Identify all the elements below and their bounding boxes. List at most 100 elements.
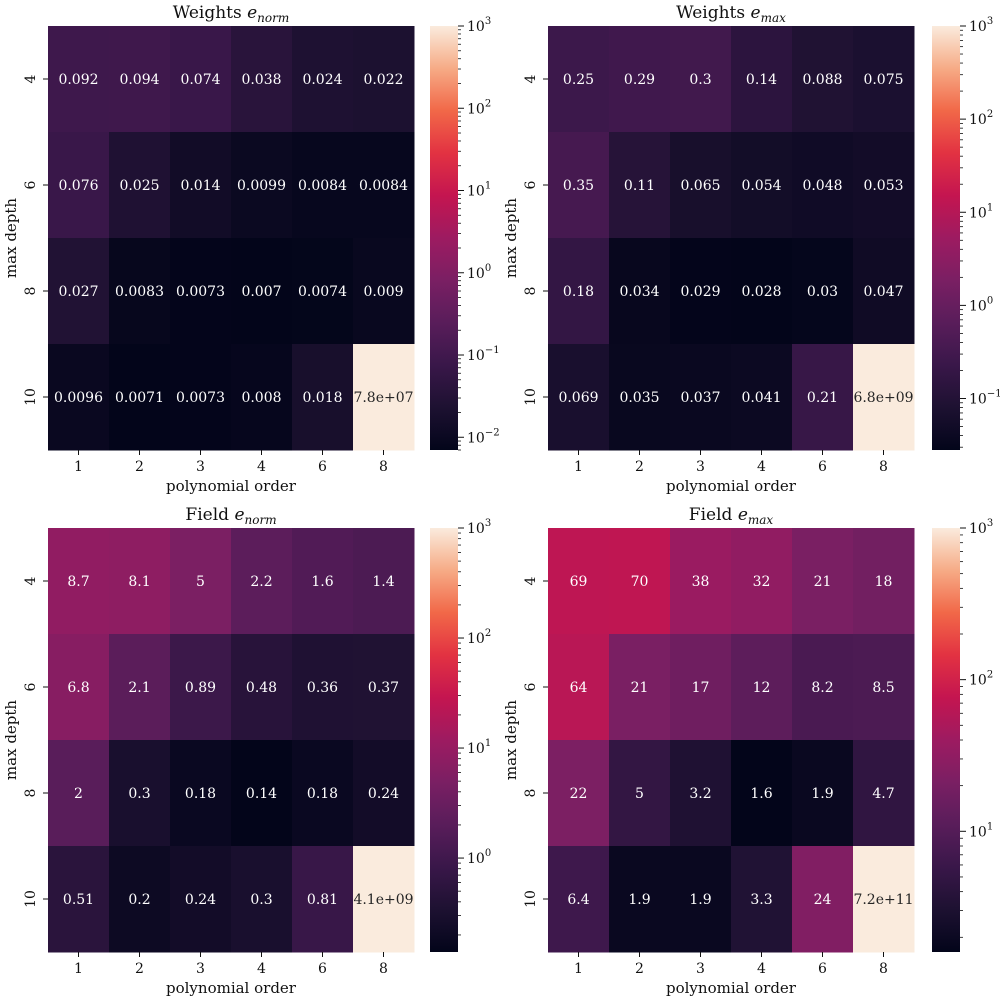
cell-value-label: 0.18	[563, 284, 594, 300]
cell-value-label: 5	[635, 786, 644, 802]
heatmap-cell	[353, 846, 415, 953]
cell-value-label: 0.028	[741, 284, 781, 300]
heatmap-cell	[548, 26, 610, 133]
cell-value-label: 0.092	[58, 72, 98, 88]
colorbar-tick-label: 102	[969, 670, 993, 689]
cell-value-label: 0.088	[802, 72, 842, 88]
cell-value-label: 0.053	[863, 178, 903, 194]
heatmap-cell	[170, 344, 232, 451]
heatmap-cell	[609, 740, 671, 847]
y-axis-label: max depth	[502, 198, 520, 279]
heatmap-cell	[792, 740, 854, 847]
cell-value-label: 0.054	[741, 178, 781, 194]
y-tick-label: 4	[523, 74, 539, 83]
heatmap-cell	[170, 132, 232, 239]
colorbar-tick-label: 10−2	[467, 427, 500, 446]
cell-value-label: 0.24	[185, 892, 216, 908]
cell-value-label: 0.21	[807, 390, 838, 406]
y-tick-label: 6	[23, 682, 39, 691]
heatmap-cell	[792, 846, 854, 953]
heatmap-cell	[353, 238, 415, 345]
y-tick-label: 8	[23, 287, 39, 296]
heatmap-cell	[609, 634, 671, 741]
cell-value-label: 0.0084	[359, 178, 408, 194]
heatmap-cell	[292, 238, 354, 345]
cell-value-label: 0.81	[307, 892, 338, 908]
y-tick-label: 4	[23, 74, 39, 83]
cell-value-label: 0.034	[619, 284, 659, 300]
heatmap-cell	[109, 26, 171, 133]
heatmap-cell	[231, 26, 293, 133]
cell-value-label: 8.1	[128, 574, 150, 590]
cell-value-label: 0.14	[746, 72, 777, 88]
cell-value-label: 0.18	[185, 786, 216, 802]
chart-title: Field emax	[689, 505, 774, 527]
x-tick-label: 8	[379, 961, 388, 977]
cell-value-label: 64	[570, 680, 588, 696]
heatmap-cell	[292, 846, 354, 953]
heatmap-cell	[170, 846, 232, 953]
cell-value-label: 0.35	[563, 178, 594, 194]
heatmap-cell	[170, 238, 232, 345]
heatmap-cell	[670, 26, 732, 133]
heatmap-cell	[292, 344, 354, 451]
colorbar-tick-label: 103	[969, 16, 993, 35]
x-tick-label: 6	[318, 459, 327, 475]
x-tick-label: 8	[379, 459, 388, 475]
y-tick-label: 6	[523, 180, 539, 189]
x-axis-label: polynomial order	[166, 477, 297, 495]
cell-value-label: 8.2	[811, 680, 833, 696]
heatmap-cell	[231, 344, 293, 451]
heatmap-cell	[792, 238, 854, 345]
cell-value-label: 0.041	[741, 390, 781, 406]
heatmap-cell	[109, 238, 171, 345]
heatmap-cell	[48, 238, 110, 345]
heatmap-cell	[731, 132, 793, 239]
heatmap-cell	[792, 634, 854, 741]
y-tick-label: 8	[523, 287, 539, 296]
x-tick-label: 3	[696, 961, 705, 977]
cell-value-label: 0.038	[241, 72, 281, 88]
heatmap-cell	[670, 238, 732, 345]
heatmap-cell	[292, 26, 354, 133]
heatmap-cell	[109, 740, 171, 847]
cell-value-label: 12	[753, 680, 771, 696]
cell-value-label: 6.4	[567, 892, 589, 908]
cell-value-label: 3.2	[689, 786, 711, 802]
heatmap-cell	[353, 528, 415, 635]
y-tick-label: 6	[23, 180, 39, 189]
cell-value-label: 1.6	[311, 574, 333, 590]
heatmap-cell	[792, 528, 854, 635]
heatmap-cell	[231, 238, 293, 345]
colorbar-tick-label: 100	[467, 848, 491, 867]
colorbar-tick-label: 102	[467, 98, 491, 117]
colorbar-tick-label: 101	[969, 202, 993, 221]
cell-value-label: 8.5	[872, 680, 894, 696]
heatmap-cell	[231, 528, 293, 635]
heatmap-cell	[548, 132, 610, 239]
cell-value-label: 3.3	[750, 892, 772, 908]
x-axis-label: polynomial order	[166, 979, 297, 997]
heatmap-cell	[353, 132, 415, 239]
x-tick-label: 8	[879, 459, 888, 475]
colorbar-tick-label: 103	[969, 518, 993, 537]
heatmap-cell	[731, 740, 793, 847]
x-tick-label: 2	[135, 459, 144, 475]
heatmap-cell	[792, 26, 854, 133]
heatmap-cell	[853, 344, 915, 451]
cell-value-label: 0.3	[689, 72, 711, 88]
x-axis-label: polynomial order	[666, 477, 797, 495]
heatmap-cell	[670, 846, 732, 953]
y-tick-label: 10	[523, 890, 539, 908]
cell-value-label: 17	[692, 680, 710, 696]
cell-value-label: 0.074	[180, 72, 220, 88]
x-tick-label: 4	[257, 459, 266, 475]
heatmap-cell	[853, 528, 915, 635]
cell-value-label: 24	[814, 892, 832, 908]
heatmap-cell	[353, 26, 415, 133]
cell-value-label: 0.0071	[115, 390, 164, 406]
colorbar-tick-label: 103	[467, 518, 491, 537]
heatmap-cell	[292, 634, 354, 741]
heatmap-cell	[609, 528, 671, 635]
